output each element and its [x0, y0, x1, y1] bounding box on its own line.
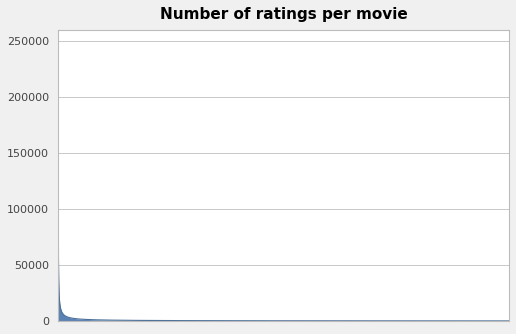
Title: Number of ratings per movie: Number of ratings per movie [159, 7, 408, 22]
